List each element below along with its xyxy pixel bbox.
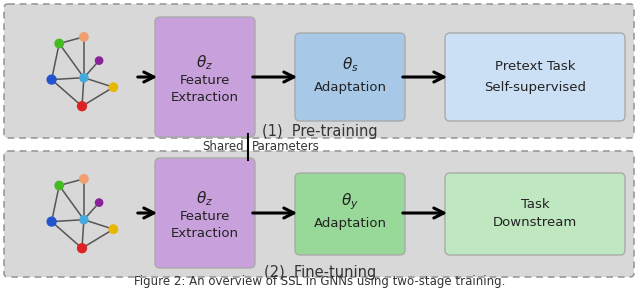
Circle shape [47, 75, 56, 84]
Text: Adaptation: Adaptation [314, 80, 387, 94]
Text: Pretext Task: Pretext Task [495, 60, 575, 74]
Circle shape [95, 199, 103, 206]
FancyBboxPatch shape [445, 173, 625, 255]
Circle shape [55, 39, 63, 48]
Circle shape [77, 244, 86, 253]
Text: $\theta_y$: $\theta_y$ [341, 192, 359, 212]
FancyBboxPatch shape [155, 17, 255, 137]
Text: Task: Task [521, 198, 549, 210]
FancyBboxPatch shape [4, 4, 634, 138]
Text: Parameters: Parameters [252, 140, 320, 153]
Text: Self-supervised: Self-supervised [484, 80, 586, 94]
FancyBboxPatch shape [155, 158, 255, 268]
Text: Downstream: Downstream [493, 215, 577, 229]
Circle shape [80, 216, 88, 224]
Text: $\theta_z$: $\theta_z$ [196, 54, 214, 72]
Circle shape [80, 33, 88, 41]
Text: $\theta_s$: $\theta_s$ [342, 56, 358, 74]
Circle shape [109, 83, 118, 91]
Text: $\theta_z$: $\theta_z$ [196, 190, 214, 208]
FancyBboxPatch shape [295, 33, 405, 121]
Text: Figure 2: An overview of SSL in GNNs using two-stage training.: Figure 2: An overview of SSL in GNNs usi… [134, 275, 506, 288]
Text: Feature
Extraction: Feature Extraction [171, 210, 239, 240]
Circle shape [109, 225, 118, 233]
Text: (1)  Pre-training: (1) Pre-training [262, 124, 378, 139]
FancyBboxPatch shape [445, 33, 625, 121]
Circle shape [55, 181, 63, 190]
Text: Adaptation: Adaptation [314, 218, 387, 230]
Circle shape [80, 175, 88, 183]
Circle shape [77, 102, 86, 111]
FancyBboxPatch shape [4, 151, 634, 277]
FancyBboxPatch shape [295, 173, 405, 255]
Circle shape [80, 74, 88, 82]
Text: (2)  Fine-tuning: (2) Fine-tuning [264, 265, 376, 280]
Circle shape [47, 217, 56, 226]
Circle shape [95, 57, 103, 64]
Text: Shared: Shared [202, 140, 244, 153]
Text: Feature
Extraction: Feature Extraction [171, 74, 239, 104]
